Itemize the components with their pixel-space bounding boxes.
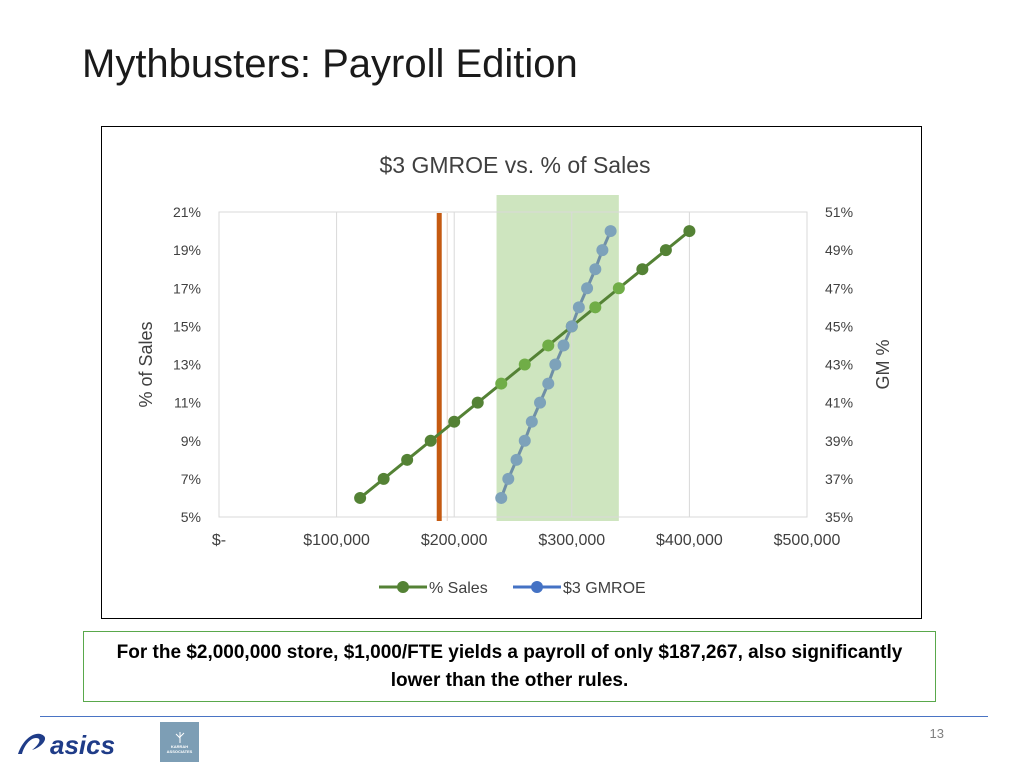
gmroe-point xyxy=(604,225,617,238)
caption-box: For the $2,000,000 store, $1,000/FTE yie… xyxy=(83,631,936,702)
legend-marker-sales xyxy=(397,581,409,593)
asics-swoosh-icon xyxy=(18,733,46,754)
x-tick-label: $300,000 xyxy=(538,532,605,549)
y2-tick-label: 49% xyxy=(825,242,853,258)
y-tick-label: 11% xyxy=(174,395,201,411)
slide-title: Mythbusters: Payroll Edition xyxy=(82,42,578,86)
y-tick-label: 15% xyxy=(173,318,201,334)
y-tick-label: 7% xyxy=(181,471,201,487)
partner-logo-name: KARRAH xyxy=(170,744,189,749)
x-tick-label: $100,000 xyxy=(303,532,370,549)
y2-tick-label: 37% xyxy=(825,471,853,487)
sales-point xyxy=(683,225,696,238)
partner-logo: KARRAH ASSOCIATES xyxy=(160,722,199,762)
x-tick-label: $200,000 xyxy=(421,532,488,549)
y2-tick-label: 51% xyxy=(825,204,853,220)
y-tick-label: 17% xyxy=(173,280,201,296)
asics-logo: asics xyxy=(14,724,132,767)
asics-wordmark: asics xyxy=(50,730,115,760)
x-tick-label: $400,000 xyxy=(656,532,723,549)
gmroe-point xyxy=(502,472,515,485)
gmroe-point xyxy=(565,320,578,333)
y-tick-label: 21% xyxy=(173,204,201,220)
gmroe-point xyxy=(495,491,508,504)
y2-tick-label: 47% xyxy=(825,280,853,296)
y-tick-label: 19% xyxy=(173,242,201,258)
gmroe-point xyxy=(510,453,523,466)
gmroe-point xyxy=(581,282,594,295)
footer-rule xyxy=(40,716,988,717)
sales-point xyxy=(424,434,437,447)
legend-marker-gmroe xyxy=(531,581,543,593)
legend-label-gmroe: $3 GMROE xyxy=(563,580,646,597)
gmroe-point xyxy=(525,415,538,428)
y-tick-label: 5% xyxy=(181,509,201,525)
gmroe-point xyxy=(542,377,555,390)
partner-logo-subtitle: ASSOCIATES xyxy=(166,749,193,754)
y-tick-label: 13% xyxy=(173,357,201,373)
sales-point xyxy=(495,377,508,390)
sales-point xyxy=(354,491,367,504)
y2-tick-label: 39% xyxy=(825,433,853,449)
chart-frame: $3 GMROE vs. % of Sales 5% 7% 9% 11% 13% 15% 17… xyxy=(101,126,922,619)
chart-svg: $3 GMROE vs. % of Sales 5% 7% 9% 11% 13% 15% 17… xyxy=(136,152,893,597)
y2-tick-label: 43% xyxy=(825,357,853,373)
sales-point xyxy=(448,415,461,428)
sales-point xyxy=(377,472,390,485)
x-tick-label: $500,000 xyxy=(774,532,841,549)
sales-point xyxy=(636,263,649,276)
gmroe-point xyxy=(534,396,547,409)
sales-point xyxy=(659,244,672,257)
x-tick-label: $- xyxy=(212,532,226,549)
sales-point xyxy=(612,282,625,295)
gmroe-point xyxy=(589,263,602,276)
y-tick-label: 9% xyxy=(181,433,201,449)
sales-point xyxy=(589,301,602,314)
y2-axis-label: GM % xyxy=(873,339,893,389)
sales-point xyxy=(471,396,484,409)
page-number: 13 xyxy=(929,726,944,741)
plot-area xyxy=(218,211,808,518)
gmroe-point xyxy=(596,244,609,257)
gmroe-point xyxy=(549,358,562,371)
y2-tick-label: 35% xyxy=(825,509,853,525)
gmroe-point xyxy=(572,301,585,314)
y2-tick-label: 41% xyxy=(825,395,853,411)
caption-text: For the $2,000,000 store, $1,000/FTE yie… xyxy=(116,641,903,691)
sales-point xyxy=(401,453,414,466)
gmroe-point xyxy=(557,339,570,352)
legend-label-sales: % Sales xyxy=(429,580,488,597)
y2-tick-label: 45% xyxy=(825,318,853,334)
sales-point xyxy=(518,358,531,371)
y-axis-label: % of Sales xyxy=(136,321,156,407)
chart-title: $3 GMROE vs. % of Sales xyxy=(380,152,651,178)
gmroe-point xyxy=(518,434,531,447)
tree-icon xyxy=(175,732,184,743)
sales-point xyxy=(542,339,555,352)
